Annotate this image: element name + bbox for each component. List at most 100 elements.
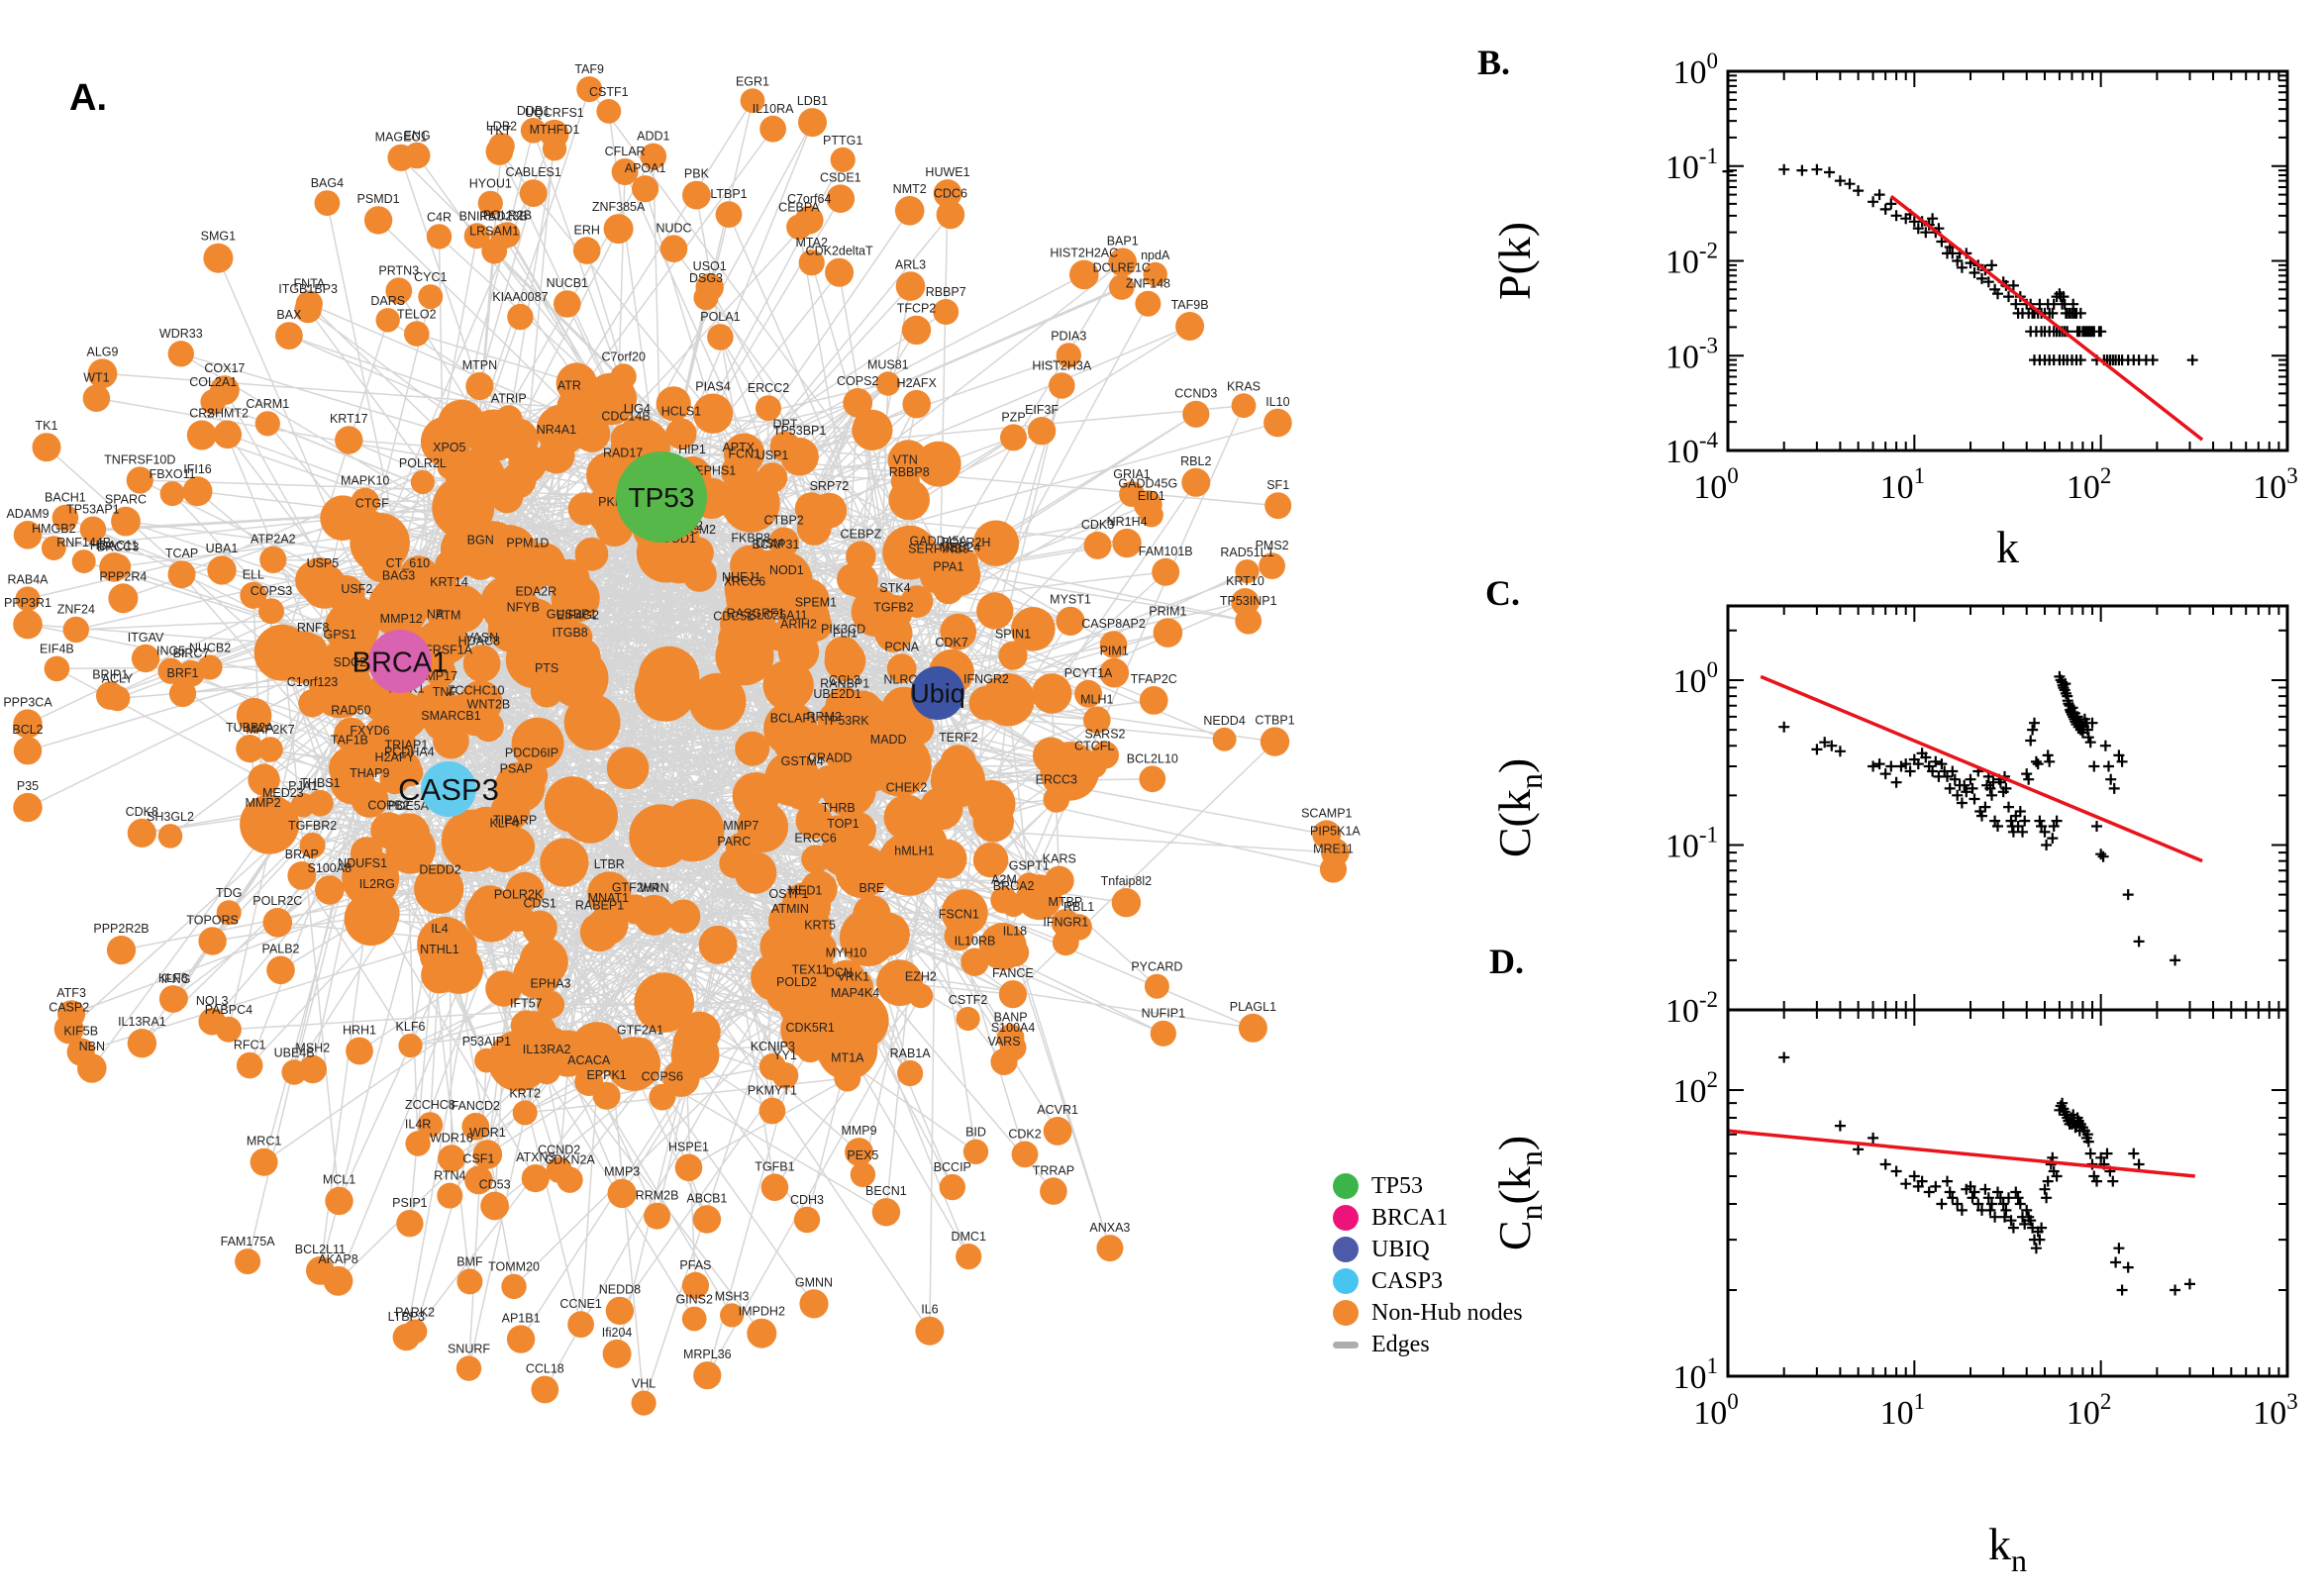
gene-node: [1152, 557, 1180, 586]
gene-label: HIST2H3A: [1032, 358, 1091, 372]
gene-node: [756, 395, 781, 422]
gene-label: TRIAP1: [385, 739, 429, 752]
gene-label: RAD51L1: [1220, 546, 1273, 559]
gene-label: KLF8: [158, 971, 188, 985]
gene-node: [1108, 248, 1138, 277]
gene-label: MYH10: [826, 947, 867, 960]
gene-label: MTHFD1: [530, 123, 580, 137]
gene-node: [420, 416, 471, 467]
gene-node: [435, 549, 468, 582]
gene-node: [1052, 929, 1079, 956]
gene-label: NR1H4: [1107, 515, 1148, 529]
gene-node: [596, 99, 622, 124]
gene-node: [405, 1131, 431, 1156]
gene-label: MMP2: [245, 796, 280, 810]
gene-node: [620, 894, 651, 925]
gene-label: HCLS1: [661, 404, 701, 418]
gene-label: PDIA3: [1051, 329, 1086, 343]
gene-label: TP53AP1: [66, 503, 120, 517]
gene-node: [981, 673, 1035, 727]
gene-node: [501, 1273, 527, 1300]
gene-node: [1139, 765, 1166, 793]
gene-label: ITGAV: [128, 631, 164, 645]
gene-node: [350, 837, 383, 869]
gene-label: KLF6: [396, 1020, 426, 1034]
gene-node: [1031, 673, 1072, 714]
gene-label: NHEJ1: [722, 570, 761, 584]
gene-node: [203, 243, 234, 273]
plot-frame: [1726, 1008, 2289, 1378]
gene-label: BAG3: [382, 568, 415, 582]
gene-label: TFCP2: [897, 302, 937, 316]
gene-label: MSH2: [295, 1042, 330, 1055]
gene-label: SF1: [1266, 478, 1289, 492]
gene-node: [13, 737, 43, 765]
gene-node: [1263, 408, 1292, 438]
gene-node: [850, 1161, 876, 1188]
gene-label: PCDHA4: [384, 745, 435, 758]
gene-node: [720, 1303, 745, 1328]
legend-label: UBIQ: [1371, 1236, 1430, 1262]
gene-label: LRSAM1: [469, 225, 519, 239]
gene-node: [659, 235, 688, 262]
gene-label: IFT57: [510, 996, 543, 1010]
gene-label: BCL2L11: [295, 1243, 346, 1256]
hub-node-casp3: [421, 761, 476, 817]
gene-node: [692, 393, 734, 434]
gene-node: [901, 315, 932, 346]
gene-node: [519, 179, 548, 208]
gene-label: PIK3CD: [821, 623, 865, 637]
gene-label: OSTF1: [768, 887, 808, 901]
gene-node: [96, 681, 125, 710]
x-tick-label: 100: [1693, 1389, 1739, 1432]
gene-label: TIPARP: [493, 813, 537, 827]
gene-label: RFC1: [234, 1039, 266, 1052]
gene-label: KCNIP3: [751, 1040, 795, 1053]
gene-node: [747, 1318, 777, 1348]
gene-node: [794, 492, 828, 526]
gene-label: ERCC3: [1036, 772, 1077, 786]
gene-label: HDAC11: [90, 539, 138, 552]
gene-node: [77, 1053, 107, 1083]
gene-label: RBBP7: [926, 285, 966, 299]
gene-label: RAD23B: [479, 210, 528, 224]
gene-node: [972, 520, 1020, 566]
gene-node: [335, 426, 363, 454]
gene-label: CCND3: [1174, 387, 1217, 401]
gene-label: ATR: [557, 379, 581, 393]
gene-label: H2AFX: [897, 376, 938, 390]
gene-label: TGFB1: [755, 1159, 794, 1173]
gene-node: [375, 308, 400, 333]
gene-label: PTS: [535, 661, 558, 675]
gene-node: [213, 420, 243, 449]
gene-node: [334, 717, 368, 751]
gene-label: PSIP1: [392, 1196, 427, 1210]
gene-label: PBK: [684, 167, 710, 181]
gene-label: EGR1: [736, 74, 769, 88]
legend-dot-brca1: [1333, 1205, 1359, 1231]
gene-node: [607, 1178, 637, 1209]
gene-label: ADAM9: [6, 507, 49, 521]
gene-node: [688, 672, 747, 731]
gene-node: [1099, 631, 1128, 658]
gene-label: GUSBP1: [547, 608, 597, 622]
gene-label: SARS2: [1085, 728, 1126, 742]
hub-label-casp3: CASP3: [398, 772, 499, 807]
gene-label: MAP4K4: [831, 986, 879, 1000]
gene-label: EZH2: [905, 969, 937, 983]
gene-node: [396, 1210, 424, 1238]
gene-node: [1182, 400, 1210, 428]
gene-label: TCAP: [165, 547, 198, 560]
gene-label: BNIPL: [459, 209, 495, 223]
gene-node: [606, 1037, 661, 1091]
gene-node: [111, 506, 141, 537]
gene-label: TK1: [36, 419, 58, 433]
gene-node: [634, 659, 697, 722]
gene-node: [572, 237, 601, 264]
gene-label: CDC5L: [713, 609, 754, 623]
gene-label: NUCB2: [189, 641, 231, 654]
gene-node: [186, 420, 217, 450]
gene-node: [258, 598, 284, 625]
gene-node: [275, 322, 303, 349]
gene-label: DCN: [826, 966, 853, 980]
